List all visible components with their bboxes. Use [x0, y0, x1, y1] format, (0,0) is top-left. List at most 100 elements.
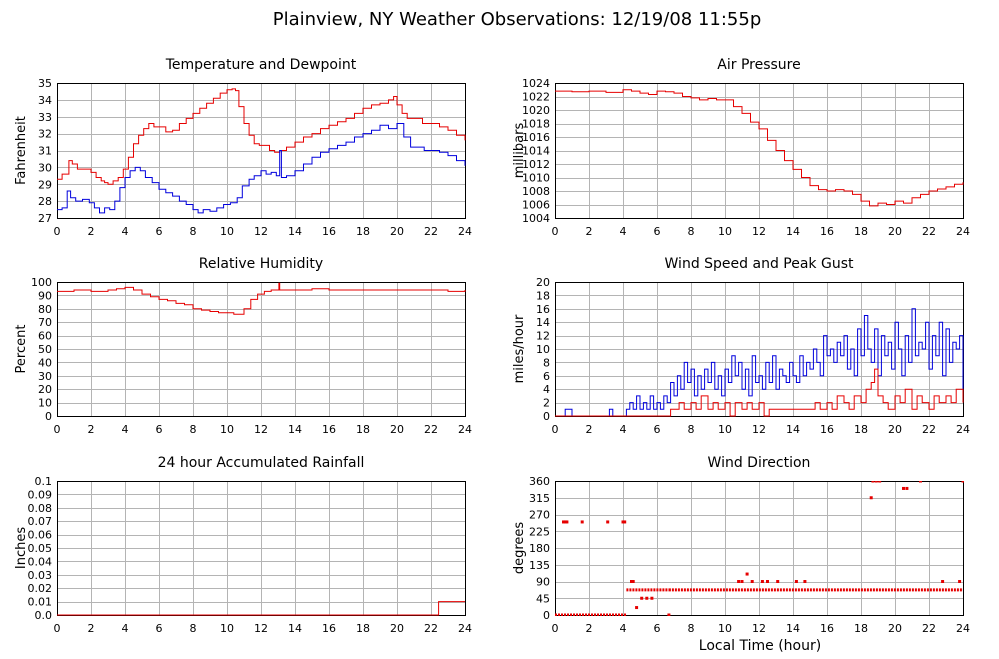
x-tick-label: 2 [586, 225, 593, 238]
x-tick-label: 14 [786, 423, 800, 436]
data-point [621, 520, 625, 524]
y-tick-label: 80 [38, 303, 52, 316]
x-tick-label: 16 [322, 225, 336, 238]
x-tick-label: 18 [854, 423, 868, 436]
x-tick-label: 14 [288, 225, 302, 238]
series-line [57, 282, 466, 315]
y-tick-label: 8 [543, 356, 550, 369]
chart-title: Wind Direction [708, 455, 811, 471]
data-point [740, 580, 744, 583]
chart-title: Air Pressure [717, 57, 800, 73]
x-tick-label: 14 [786, 622, 800, 635]
series-line [57, 88, 466, 185]
data-point [874, 481, 878, 483]
x-tick-label: 22 [922, 423, 936, 436]
y-tick-label: 1022 [522, 91, 550, 104]
y-tick-label: 0.05 [28, 542, 53, 555]
x-tick-label: 0 [54, 423, 61, 436]
data-point [563, 520, 567, 524]
y-tick-label: 1024 [522, 77, 550, 90]
x-tick-label: 16 [820, 225, 834, 238]
chart-panel-3: 0 2 4 6 8 10 12 14 16 18 20 22 2402468101214161820Wi… [512, 256, 970, 436]
x-tick-label: 18 [356, 622, 370, 635]
y-tick-label: 1006 [522, 199, 550, 212]
data-point [750, 580, 754, 583]
x-tick-label: 22 [922, 622, 936, 635]
data-point [635, 606, 639, 610]
y-tick-label: 0.08 [28, 502, 53, 515]
x-tick-label: 6 [156, 423, 163, 436]
x-tick-label: 20 [888, 423, 902, 436]
x-tick-label: 10 [718, 423, 732, 436]
x-tick-label: 8 [190, 423, 197, 436]
x-tick-label: 8 [688, 225, 695, 238]
x-tick-label: 10 [718, 225, 732, 238]
y-tick-label: 270 [529, 509, 550, 522]
data-point [745, 572, 749, 576]
x-tick-label: 24 [458, 225, 472, 238]
y-tick-label: 225 [529, 525, 550, 538]
x-tick-label: 0 [54, 622, 61, 635]
y-axis-label: Inches [14, 527, 29, 569]
x-tick-label: 2 [586, 622, 593, 635]
y-tick-label: 32 [38, 128, 52, 141]
data-point [961, 481, 964, 483]
series-line [57, 601, 465, 616]
data-point [869, 496, 873, 500]
series-line [57, 123, 466, 214]
data-point [760, 580, 764, 583]
series-line [555, 368, 964, 417]
plot-frame [57, 83, 466, 219]
y-tick-label: 0.03 [28, 569, 53, 582]
y-tick-label: 6 [543, 370, 550, 383]
y-tick-label: 0 [543, 410, 550, 423]
x-tick-label: 0 [552, 622, 559, 635]
x-tick-label: 14 [288, 622, 302, 635]
x-tick-label: 10 [220, 622, 234, 635]
data-point [580, 520, 584, 524]
x-tick-label: 20 [390, 225, 404, 238]
x-tick-label: 18 [854, 622, 868, 635]
y-tick-label: 0.07 [28, 515, 53, 528]
x-tick-label: 12 [254, 225, 268, 238]
chart-data-layer [57, 601, 465, 616]
x-tick-label: 22 [424, 622, 438, 635]
y-tick-label: 1012 [522, 158, 550, 171]
x-tick-label: 10 [718, 622, 732, 635]
plot-frame [555, 83, 964, 219]
y-tick-label: 12 [536, 330, 550, 343]
x-tick-label: 24 [458, 622, 472, 635]
x-tick-label: 12 [254, 423, 268, 436]
y-tick-label: 33 [38, 111, 52, 124]
y-tick-label: 360 [529, 475, 550, 488]
y-axis-label: degrees [512, 522, 527, 575]
y-tick-label: 0.06 [28, 529, 53, 542]
y-tick-label: 70 [38, 316, 52, 329]
y-tick-label: 1010 [522, 172, 550, 185]
data-point [623, 520, 627, 524]
data-point [737, 580, 741, 583]
y-tick-label: 0 [45, 410, 52, 423]
data-point [631, 580, 635, 583]
x-tick-label: 14 [786, 225, 800, 238]
data-point [941, 580, 945, 583]
y-tick-label: 90 [536, 576, 550, 589]
y-tick-label: 1020 [522, 104, 550, 117]
y-tick-label: 34 [38, 94, 52, 107]
y-tick-label: 10 [536, 343, 550, 356]
data-point [766, 580, 769, 583]
data-point [794, 580, 798, 583]
x-tick-label: 4 [122, 225, 129, 238]
x-tick-label: 22 [424, 423, 438, 436]
x-tick-label: 16 [322, 622, 336, 635]
x-tick-label: 0 [54, 225, 61, 238]
x-tick-label: 6 [156, 622, 163, 635]
y-tick-label: 1008 [522, 185, 550, 198]
y-tick-label: 0.1 [35, 475, 53, 488]
x-tick-label: 18 [854, 225, 868, 238]
y-axis-label: miles/hour [512, 314, 527, 383]
data-point [640, 596, 644, 600]
data-point [871, 481, 875, 483]
x-tick-label: 24 [956, 622, 970, 635]
chart-title: Relative Humidity [199, 256, 323, 272]
